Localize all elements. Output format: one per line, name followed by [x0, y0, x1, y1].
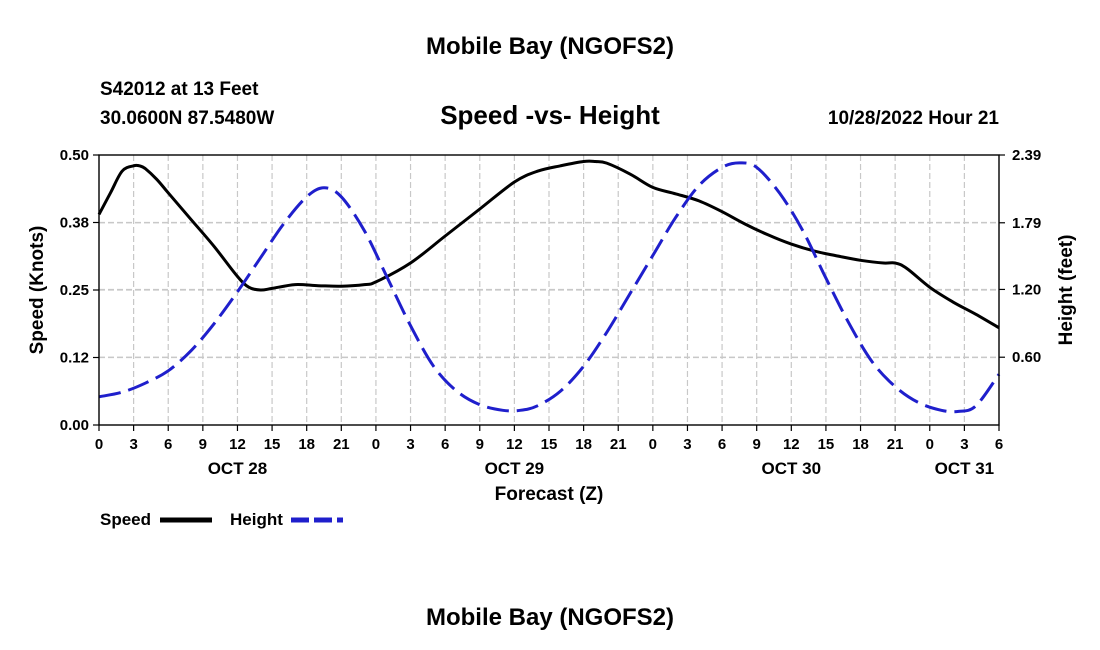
y-axis-left-label: Speed (Knots) — [27, 226, 48, 355]
y-right-tick-label: 1.79 — [1012, 215, 1041, 232]
x-tick-label: 12 — [783, 436, 800, 453]
x-tick-label: 15 — [541, 436, 558, 453]
x-tick-label: 3 — [406, 436, 414, 453]
y-right-tick-label: 1.20 — [1012, 281, 1041, 298]
y-right-tick-label: 0.60 — [1012, 349, 1041, 366]
x-tick-label: 6 — [441, 436, 449, 453]
speed-series-line — [97, 159, 1000, 330]
date-label: OCT 29 — [485, 459, 545, 478]
x-tick-label: 6 — [718, 436, 726, 453]
date-label: OCT 31 — [935, 459, 995, 478]
x-tick-label: 3 — [683, 436, 691, 453]
x-tick-label: 21 — [333, 436, 350, 453]
date-label: OCT 30 — [762, 459, 822, 478]
x-tick-label: 3 — [960, 436, 968, 453]
x-tick-label: 12 — [229, 436, 246, 453]
x-tick-label: 3 — [129, 436, 137, 453]
legend-height-label: Height — [230, 510, 283, 529]
x-tick-label: 18 — [575, 436, 592, 453]
x-tick-label: 6 — [164, 436, 172, 453]
y-left-tick-label: 0.00 — [60, 417, 89, 434]
y-left-tick-label: 0.25 — [60, 282, 89, 299]
x-tick-label: 18 — [852, 436, 869, 453]
forecast-timestamp: 10/28/2022 Hour 21 — [828, 108, 1000, 129]
tick-labels: 0 3 6 9 12 15 18 21 0 3 6 9 12 15 18 21 0 3 6 9 12 15 18 21 0 3 6O… — [60, 147, 1041, 478]
station-label: S42012 at 13 Feet — [100, 79, 259, 100]
footer-title: Mobile Bay (NGOFS2) — [426, 604, 674, 631]
x-tick-label: 18 — [298, 436, 315, 453]
series-layer — [97, 159, 1001, 414]
location-label: 30.0600N 87.5480W — [100, 108, 274, 129]
x-tick-label: 9 — [199, 436, 207, 453]
chart-subtitle: Speed -vs- Height — [440, 100, 660, 130]
height-series-line — [98, 161, 1001, 414]
y-left-tick-label: 0.12 — [60, 350, 89, 367]
grid — [99, 155, 999, 425]
x-tick-label: 12 — [506, 436, 523, 453]
x-tick-label: 0 — [926, 436, 934, 453]
x-tick-label: 6 — [995, 436, 1003, 453]
chart-main-title: Mobile Bay (NGOFS2) — [426, 33, 674, 60]
y-axis-right-label: Height (feet) — [1056, 235, 1077, 346]
y-right-tick-label: 2.39 — [1012, 147, 1041, 164]
x-axis-label: Forecast (Z) — [495, 484, 604, 505]
legend-speed-label: Speed — [100, 510, 151, 529]
legend: Speed Height — [100, 510, 343, 529]
axes — [93, 154, 1005, 431]
plot-frame — [98, 154, 1000, 426]
x-tick-label: 15 — [264, 436, 281, 453]
x-tick-label: 15 — [818, 436, 835, 453]
x-tick-label: 21 — [887, 436, 904, 453]
date-label: OCT 28 — [208, 459, 268, 478]
x-tick-label: 9 — [753, 436, 761, 453]
x-tick-label: 21 — [610, 436, 627, 453]
x-tick-label: 9 — [476, 436, 484, 453]
x-tick-label: 0 — [95, 436, 103, 453]
x-tick-label: 0 — [649, 436, 657, 453]
x-tick-label: 0 — [372, 436, 380, 453]
y-left-tick-label: 0.50 — [60, 147, 89, 164]
y-left-tick-label: 0.38 — [60, 215, 89, 232]
